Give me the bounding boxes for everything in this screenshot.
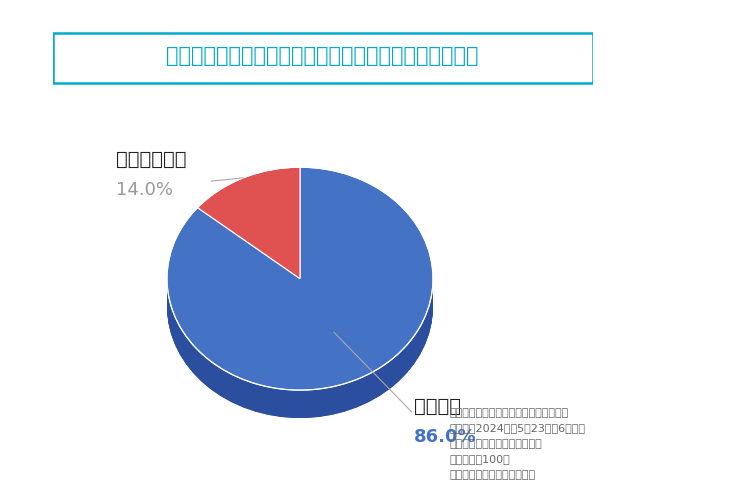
Ellipse shape: [167, 185, 433, 408]
Wedge shape: [197, 167, 300, 278]
Ellipse shape: [167, 190, 433, 414]
Text: そう思う: そう思う: [414, 396, 461, 415]
Wedge shape: [167, 167, 433, 390]
Ellipse shape: [167, 195, 433, 418]
Ellipse shape: [167, 188, 433, 410]
Ellipse shape: [167, 176, 433, 400]
Text: 14.0%: 14.0%: [116, 181, 173, 199]
Ellipse shape: [167, 188, 433, 412]
Ellipse shape: [167, 186, 433, 408]
Ellipse shape: [167, 186, 433, 410]
Ellipse shape: [167, 182, 433, 405]
Ellipse shape: [167, 193, 433, 416]
Ellipse shape: [167, 168, 433, 391]
Ellipse shape: [167, 194, 433, 417]
Ellipse shape: [167, 174, 433, 398]
Ellipse shape: [167, 180, 433, 402]
Text: 86.0%: 86.0%: [414, 428, 477, 446]
Ellipse shape: [167, 173, 433, 396]
Ellipse shape: [167, 195, 433, 418]
Text: 調査概要：ドバイでの生活に関する調査
調査日：2024年　5月23日〜6月１日
調査方法：インターネット調査
調査人数：100人
調査対象：ドバイ在住日本人: 調査概要：ドバイでの生活に関する調査 調査日：2024年 5月23日〜6月１日 …: [450, 408, 586, 480]
Ellipse shape: [167, 192, 433, 414]
Text: そう思わない: そう思わない: [116, 150, 187, 169]
Ellipse shape: [167, 176, 433, 398]
Ellipse shape: [167, 183, 433, 406]
Ellipse shape: [167, 178, 433, 400]
Ellipse shape: [167, 184, 433, 407]
Ellipse shape: [167, 170, 433, 393]
Ellipse shape: [167, 180, 433, 403]
Ellipse shape: [167, 171, 433, 394]
Ellipse shape: [167, 192, 433, 415]
Ellipse shape: [167, 174, 433, 396]
Ellipse shape: [167, 178, 433, 402]
Ellipse shape: [167, 172, 433, 395]
FancyBboxPatch shape: [53, 34, 592, 83]
Ellipse shape: [167, 190, 433, 412]
Ellipse shape: [167, 169, 433, 392]
Text: ドバイはリタイア後の生活に適していると思いますか？: ドバイはリタイア後の生活に適していると思いますか？: [166, 46, 478, 66]
Ellipse shape: [167, 181, 433, 404]
